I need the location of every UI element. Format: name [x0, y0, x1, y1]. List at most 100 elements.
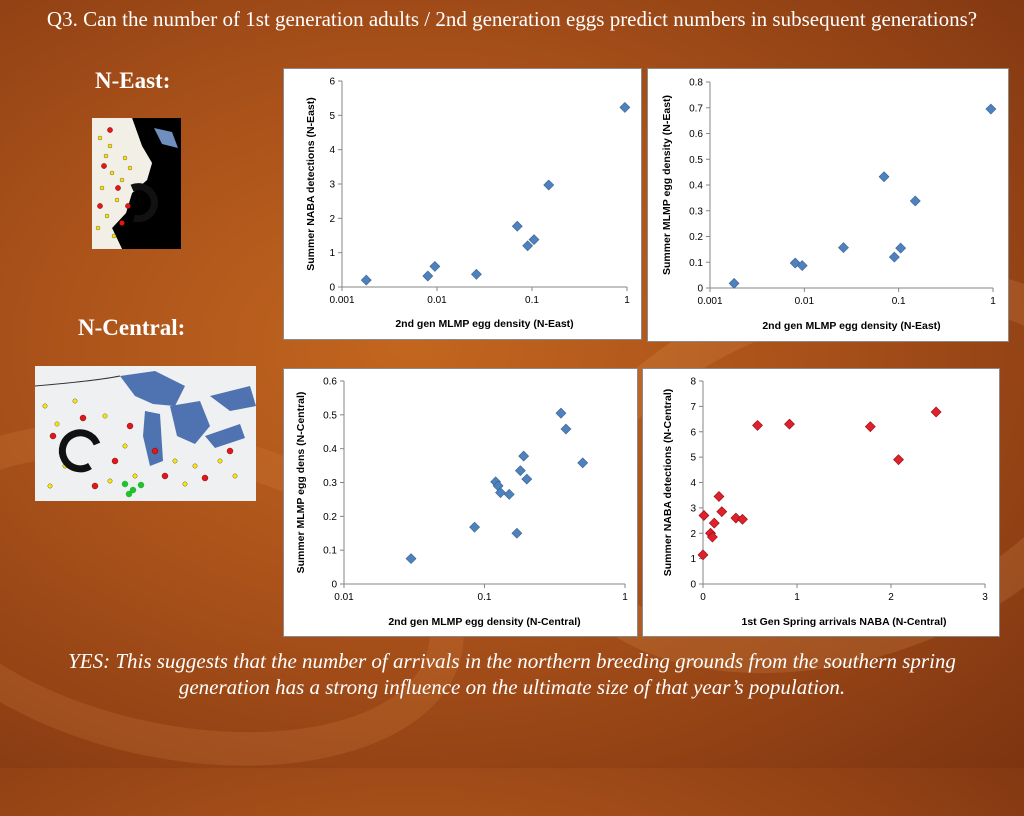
y-tick-label: 0.1 [689, 258, 703, 269]
data-point [511, 527, 523, 539]
data-point [360, 274, 372, 286]
data-point [796, 260, 808, 272]
chart-panel-nc-egg: 0 0.1 0.2 0.3 0.4 0.5 0.6 0.01 0.1 1 2nd gen MLMP … [283, 368, 638, 637]
x-tick-label: 1 [990, 296, 996, 307]
y-axis-title: Summer MLMP egg density (N-East) [661, 95, 673, 275]
y-tick-label: 0.5 [689, 155, 703, 166]
y-tick-label: 8 [690, 377, 696, 388]
x-tick-label: 1 [622, 592, 628, 603]
data-point [422, 270, 434, 282]
y-tick-label: 4 [690, 478, 696, 489]
x-tick-label: 0.1 [478, 592, 492, 603]
data-point [514, 465, 526, 477]
data-point [716, 506, 728, 518]
chart-panel-nc-naba: 0 1 2 3 4 5 6 7 8 0 1 2 3 1st Gen Spring arrivals NAB… [642, 368, 1000, 637]
data-point [518, 450, 530, 462]
y-tick-label: 6 [690, 427, 696, 438]
y-axis-title: Summer MLMP egg dens (N-Central) [295, 392, 307, 574]
data-point [495, 487, 506, 499]
y-tick-label: 0.6 [689, 129, 703, 140]
x-tick-label: 0.001 [697, 296, 722, 307]
data-point [521, 473, 533, 485]
x-tick-label: 3 [982, 592, 988, 603]
data-point [543, 179, 555, 191]
scatter-chart-ne-summer-egg-vs-egg-density: 0 0.1 0.2 0.3 0.4 0.5 0.6 0.7 0.8 0.001 0.01 0.1 1 2n… [661, 78, 997, 332]
y-tick-label: 7 [690, 402, 696, 413]
x-tick-label: 2 [888, 592, 894, 603]
y-tick-label: 0.4 [689, 181, 703, 192]
data-point [784, 418, 795, 430]
x-axis-title: 2nd gen MLMP egg density (N-Central) [388, 616, 580, 628]
y-tick-label: 1 [329, 248, 335, 259]
y-tick-label: 0.2 [323, 512, 337, 523]
data-point [864, 421, 876, 433]
y-tick-label: 0.7 [689, 103, 703, 114]
y-tick-label: 0.1 [323, 546, 337, 557]
x-tick-label: 1 [624, 295, 630, 306]
chart-panel-ne-egg: 0 0.1 0.2 0.3 0.4 0.5 0.6 0.7 0.8 0.001 0.01 0.1 1 2n… [647, 68, 1009, 342]
y-tick-label: 5 [329, 111, 335, 122]
x-tick-label: 0.01 [795, 296, 815, 307]
data-point [577, 457, 589, 469]
y-tick-label: 0.2 [689, 232, 703, 243]
y-tick-label: 0 [331, 580, 337, 591]
y-tick-label: 0.8 [689, 78, 703, 89]
slide-title: Q3. Can the number of 1st generation adu… [46, 7, 978, 31]
data-point [752, 419, 763, 431]
data-point [470, 268, 482, 280]
data-point [503, 488, 515, 500]
y-tick-label: 3 [690, 503, 696, 514]
x-tick-label: 0.1 [892, 296, 906, 307]
y-tick-label: 5 [690, 453, 696, 464]
chart-panel-ne-naba: 0 1 2 3 4 5 6 0.001 0.01 0.1 1 2nd gen MLMP egg den… [283, 68, 642, 340]
y-tick-label: 3 [329, 180, 335, 191]
data-point [888, 251, 900, 263]
data-point [619, 102, 631, 113]
data-point [555, 407, 567, 419]
y-tick-label: 0 [690, 580, 696, 591]
data-point [895, 242, 907, 254]
x-tick-label: 1 [794, 592, 800, 603]
x-axis-title: 2nd gen MLMP egg density (N-East) [395, 318, 573, 330]
data-point [713, 491, 725, 502]
scatter-chart-ne-naba-vs-egg-density: 0 1 2 3 4 5 6 0.001 0.01 0.1 1 2nd gen MLMP egg den… [305, 77, 631, 330]
data-point [737, 513, 748, 525]
conclusion-text: YES: This suggests that the number of ar… [68, 649, 956, 699]
x-axis-title: 1st Gen Spring arrivals NABA (N-Central) [742, 616, 947, 628]
x-tick-label: 0.1 [525, 295, 539, 306]
x-tick-label: 0.01 [427, 295, 447, 306]
y-tick-label: 2 [329, 214, 335, 225]
data-point [930, 406, 942, 418]
y-tick-label: 0.5 [323, 410, 337, 421]
map-north-central [35, 366, 256, 501]
x-tick-label: 0 [700, 592, 706, 603]
y-tick-label: 0 [329, 283, 335, 294]
data-point [893, 454, 904, 466]
region-label-north-central: N-Central: [78, 315, 186, 340]
y-tick-label: 0.3 [323, 478, 337, 489]
y-tick-label: 2 [690, 529, 696, 540]
y-axis-title: Summer NABA detections (N-Central) [662, 389, 674, 576]
data-point [909, 195, 921, 207]
y-tick-label: 0.4 [323, 444, 337, 455]
data-point [522, 240, 534, 252]
data-point [708, 517, 720, 529]
data-point [560, 423, 572, 435]
data-point [838, 242, 849, 253]
scatter-chart-nc-naba-vs-spring-arrivals: 0 1 2 3 4 5 6 7 8 0 1 2 3 1st Gen Spring arrivals NAB… [662, 377, 988, 629]
y-tick-label: 0.3 [689, 206, 703, 217]
x-tick-label: 0.001 [329, 295, 354, 306]
data-point [985, 103, 997, 115]
y-tick-label: 4 [329, 145, 335, 156]
y-tick-label: 0.6 [323, 377, 337, 388]
data-point [405, 553, 417, 565]
data-point [511, 220, 523, 232]
x-tick-label: 0.01 [334, 592, 354, 603]
x-axis-title: 2nd gen MLMP egg density (N-East) [762, 320, 940, 332]
map-north-east [92, 118, 181, 249]
data-point [697, 549, 709, 561]
data-point [706, 531, 718, 543]
data-point [469, 521, 481, 533]
y-tick-label: 0 [697, 284, 703, 295]
data-point [878, 171, 890, 183]
